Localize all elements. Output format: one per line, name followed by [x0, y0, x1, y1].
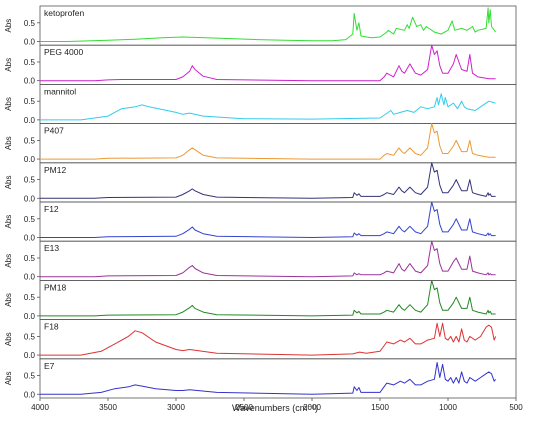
y-axis-label: Abs — [4, 215, 13, 229]
y-tick-label: 0.5 — [24, 215, 36, 224]
panel-frame — [39, 358, 517, 399]
panel-f12: 0.0 0.5 Abs F12 — [4, 201, 517, 242]
x-axis: 4000 3500 3000 2500 2000 1500 1000 500 — [31, 398, 523, 412]
panel-pm18: 0.0 0.5 Abs PM18 — [4, 279, 517, 321]
y-tick-label: 0.0 — [24, 233, 36, 242]
spectrum-line-e7 — [40, 362, 497, 395]
x-tick-label: 3000 — [167, 403, 185, 412]
panel-label: E13 — [44, 243, 59, 253]
panel-e7: 0.0 0.5 Abs E7 — [4, 358, 517, 399]
y-axis-label: Abs — [4, 372, 13, 386]
panel-ketoprofen: 0.0 0.5 Abs ketoprofen — [4, 5, 517, 46]
y-axis-label: Abs — [4, 293, 13, 307]
x-tick-label: 1000 — [439, 403, 457, 412]
y-tick-label: 0.0 — [24, 312, 36, 321]
y-tick-label: 0.0 — [24, 155, 36, 164]
panel-frame — [39, 123, 517, 164]
y-tick-label: 0.5 — [24, 136, 36, 145]
spectrum-line-f12 — [40, 201, 496, 238]
spectrum-line-peg-4000 — [40, 44, 496, 82]
y-axis-label: Abs — [4, 332, 13, 346]
y-axis-label: Abs — [4, 58, 13, 72]
y-tick-label: 0.5 — [24, 332, 36, 341]
panel-label: PM12 — [44, 165, 66, 175]
panel-label: ketoprofen — [44, 8, 84, 18]
y-tick-label: 0.5 — [24, 293, 36, 302]
x-tick-label: 500 — [509, 403, 523, 412]
panel-label: F18 — [44, 322, 59, 332]
panel-mannitol: 0.0 0.5 Abs mannitol — [4, 84, 517, 125]
panel-label: PEG 4000 — [44, 47, 83, 57]
y-tick-label: 0.5 — [24, 254, 36, 263]
x-axis-label: Wavenumbers (cm⁻¹) — [232, 403, 318, 413]
panel-label: F12 — [44, 204, 59, 214]
y-tick-label: 0.5 — [24, 58, 36, 67]
panel-label: PM18 — [44, 282, 66, 292]
y-tick-label: 0.0 — [24, 194, 36, 203]
panel-p407: 0.0 0.5 Abs P407 — [4, 123, 517, 164]
y-tick-label: 0.5 — [24, 176, 36, 185]
spectrum-line-p407 — [40, 123, 496, 160]
y-tick-label: 0.0 — [24, 77, 36, 86]
spectrum-line-f18 — [40, 322, 497, 356]
panel-pm12: 0.0 0.5 Abs PM12 — [4, 162, 517, 203]
panel-label: P407 — [44, 126, 64, 136]
panel-frame — [39, 5, 517, 46]
x-tick-label: 1500 — [371, 403, 389, 412]
panel-frame — [39, 84, 517, 125]
y-tick-label: 0.5 — [24, 97, 36, 106]
y-tick-label: 0.5 — [24, 19, 36, 28]
x-tick-label: 4000 — [31, 403, 49, 412]
y-tick-label: 0.0 — [24, 116, 36, 125]
panel-label: E7 — [44, 361, 55, 371]
panel-peg-4000: 0.0 0.5 Abs PEG 4000 — [4, 44, 517, 86]
y-tick-label: 0.0 — [24, 351, 36, 360]
y-axis-label: Abs — [4, 254, 13, 268]
y-axis-label: Abs — [4, 19, 13, 33]
y-tick-label: 0.0 — [24, 273, 36, 282]
panel-frame — [39, 240, 517, 281]
y-axis-label: Abs — [4, 176, 13, 190]
panel-frame — [39, 279, 517, 320]
spectrum-line-e13 — [40, 240, 496, 278]
spectrum-line-pm12 — [40, 162, 496, 199]
spectrum-line-ketoprofen — [40, 7, 497, 42]
y-axis-label: Abs — [4, 97, 13, 111]
x-tick-label: 2000 — [303, 403, 321, 412]
panel-f18: 0.0 0.5 Abs F18 — [4, 319, 517, 360]
panel-frame — [39, 44, 517, 85]
panel-e13: 0.0 0.5 Abs E13 — [4, 240, 517, 282]
panel-frame — [39, 201, 517, 242]
spectrum-line-pm18 — [40, 279, 496, 317]
panel-frame — [39, 162, 517, 203]
panel-label: mannitol — [44, 86, 76, 96]
y-tick-label: 0.0 — [24, 37, 36, 46]
spectrum-line-mannitol — [40, 93, 496, 121]
x-tick-label: 3500 — [99, 403, 117, 412]
x-tick-label: 2500 — [235, 403, 253, 412]
y-tick-label: 0.0 — [24, 390, 36, 399]
y-tick-label: 0.5 — [24, 372, 36, 381]
y-axis-label: Abs — [4, 136, 13, 150]
panel-frame — [39, 319, 517, 360]
